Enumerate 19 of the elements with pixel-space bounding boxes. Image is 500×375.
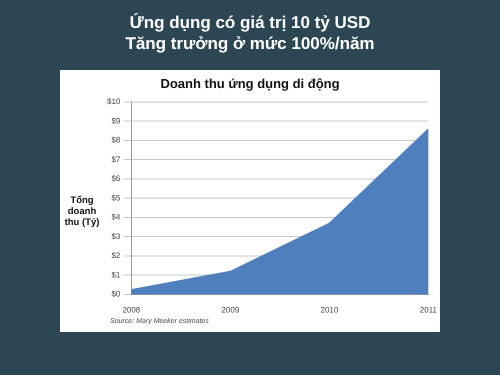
y-tick-label: $8 bbox=[111, 136, 121, 145]
y-tick-label: $5 bbox=[111, 193, 121, 202]
y-tick-label: $3 bbox=[111, 232, 121, 241]
x-tick-label: 2011 bbox=[420, 305, 438, 314]
x-tick-label: 2008 bbox=[122, 305, 141, 314]
y-tick-label: $6 bbox=[111, 174, 121, 184]
text: Doanh thu ứng dụng di động bbox=[159, 76, 341, 91]
y-tick-label: $7 bbox=[111, 154, 121, 164]
chart-title: Ứng dụng có giá trị 10 tỷ USD bbox=[128, 12, 372, 33]
y-tick-label: $1 bbox=[111, 270, 121, 280]
y-tick-label: $0 bbox=[111, 290, 121, 299]
x-tick-label: 2010 bbox=[320, 305, 339, 314]
x-tick-label: 2009 bbox=[221, 305, 240, 314]
chart-subtitle: Tăng trưởng ở mức 100%/năm bbox=[124, 33, 376, 54]
y-tick-label: $9 bbox=[111, 116, 121, 126]
y-tick-label: $10 bbox=[106, 97, 121, 106]
y-axis-title: Tổng doanh thu (Tỷ) bbox=[64, 195, 100, 228]
y-tick-label: $4 bbox=[111, 212, 121, 222]
y-tick-label: $2 bbox=[111, 251, 121, 260]
